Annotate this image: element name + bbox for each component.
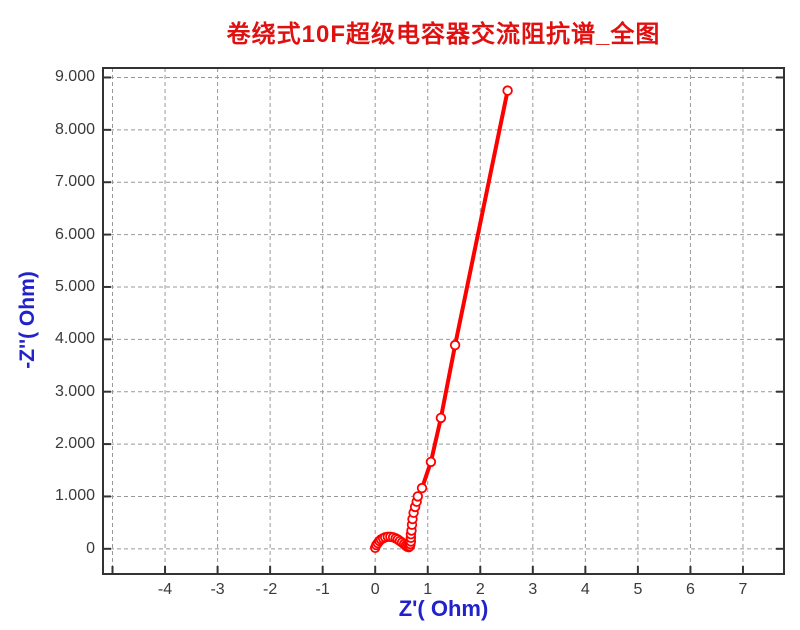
y-axis-title: -Z''( Ohm) (16, 271, 39, 369)
plot-canvas (102, 67, 785, 575)
y-tick-label: 6.000 (54, 225, 95, 243)
x-tick-label: 3 (528, 581, 538, 598)
x-tick-label: 7 (738, 581, 748, 598)
y-tick-label: 8.000 (54, 120, 95, 138)
y-tick-label: 9.000 (54, 68, 95, 86)
x-tick-label: 4 (580, 581, 590, 598)
x-tick-label: 0 (370, 581, 380, 598)
x-axis-title: Z'( Ohm) (398, 596, 489, 621)
y-tick-label: 4.000 (54, 330, 95, 348)
y-tick-label: 3.000 (54, 382, 95, 400)
x-tick-label: 1 (423, 581, 433, 598)
x-tick-label: 6 (685, 581, 695, 598)
y-tick-label: 1.000 (54, 487, 95, 505)
y-tick-label: 5.000 (54, 277, 95, 295)
x-tick-label: -3 (210, 581, 225, 598)
y-tick-label: 0 (86, 539, 95, 557)
y-tick-label: 7.000 (54, 173, 95, 191)
x-tick-label: 5 (633, 581, 643, 598)
y-tick-label: 2.000 (54, 435, 95, 453)
x-tick-label: -4 (157, 581, 173, 598)
x-tick-label: -1 (315, 581, 330, 598)
x-tick-label: 2 (475, 581, 485, 598)
x-tick-label: -2 (262, 581, 278, 598)
chart-title: 卷绕式10F超级电容器交流阻抗谱_全图 (226, 21, 661, 48)
